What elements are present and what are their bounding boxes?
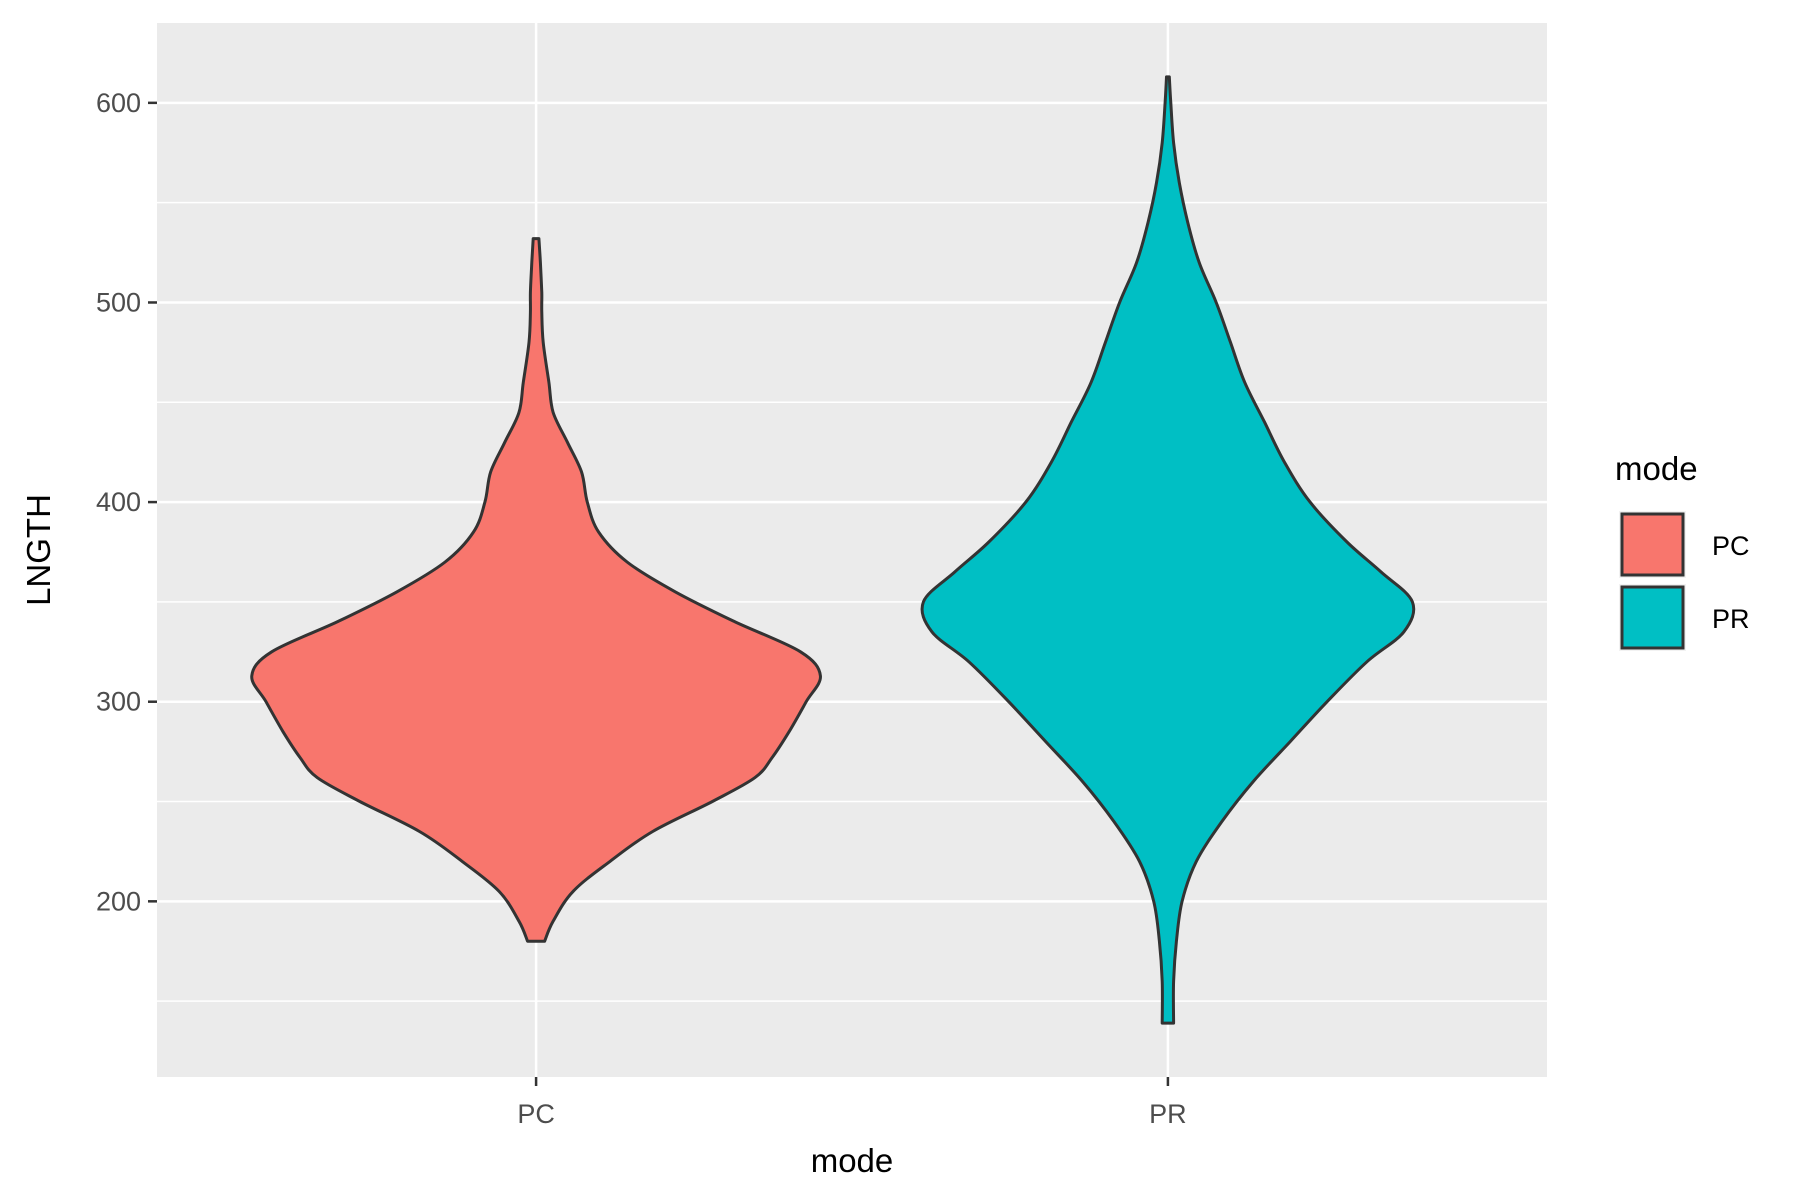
y-tick-label: 500 bbox=[96, 287, 141, 317]
violin-pr bbox=[920, 75, 1416, 1025]
legend-label: PR bbox=[1712, 604, 1750, 634]
y-axis: 200 300 400 500 600 bbox=[96, 88, 157, 916]
legend: mode PC PR bbox=[1615, 450, 1750, 651]
x-tick-label: PC bbox=[517, 1099, 555, 1129]
violins bbox=[250, 75, 1416, 1025]
legend-title: mode bbox=[1615, 450, 1698, 487]
violin-pc bbox=[250, 237, 822, 943]
x-axis-title: mode bbox=[811, 1142, 894, 1179]
y-tick-label: 300 bbox=[96, 687, 141, 717]
y-tick-label: 200 bbox=[96, 886, 141, 916]
x-tick-label: PR bbox=[1149, 1099, 1187, 1129]
y-tick-label: 600 bbox=[96, 88, 141, 118]
legend-key-pc bbox=[1620, 512, 1685, 577]
y-axis-title: LNGTH bbox=[20, 494, 57, 606]
legend-key-pr bbox=[1620, 585, 1685, 650]
y-tick-label: 400 bbox=[96, 487, 141, 517]
x-axis: PC PR bbox=[517, 1077, 1187, 1129]
legend-label: PC bbox=[1712, 531, 1750, 561]
